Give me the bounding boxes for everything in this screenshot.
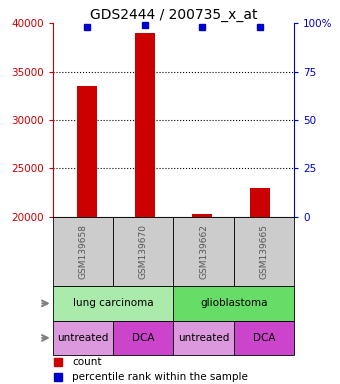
Text: DCA: DCA <box>253 333 275 343</box>
Bar <box>77 86 97 217</box>
Bar <box>234 321 294 355</box>
Bar <box>113 217 173 286</box>
Title: GDS2444 / 200735_x_at: GDS2444 / 200735_x_at <box>90 8 257 22</box>
Bar <box>250 188 270 217</box>
Text: percentile rank within the sample: percentile rank within the sample <box>72 372 248 382</box>
Text: GSM139662: GSM139662 <box>199 224 208 279</box>
Text: DCA: DCA <box>132 333 154 343</box>
Bar <box>173 217 234 286</box>
Text: count: count <box>72 358 102 367</box>
Text: untreated: untreated <box>57 333 108 343</box>
Bar <box>173 286 294 321</box>
Text: GSM139658: GSM139658 <box>79 224 87 279</box>
Text: GSM139670: GSM139670 <box>139 224 148 279</box>
Bar <box>53 286 173 321</box>
Bar <box>53 217 113 286</box>
Text: GSM139665: GSM139665 <box>259 224 268 279</box>
Text: untreated: untreated <box>178 333 229 343</box>
Bar <box>234 217 294 286</box>
Bar <box>192 214 212 217</box>
Text: glioblastoma: glioblastoma <box>200 298 268 308</box>
Bar <box>53 321 113 355</box>
Bar <box>173 321 234 355</box>
Bar <box>135 33 155 217</box>
Text: lung carcinoma: lung carcinoma <box>73 298 153 308</box>
Bar <box>113 321 173 355</box>
